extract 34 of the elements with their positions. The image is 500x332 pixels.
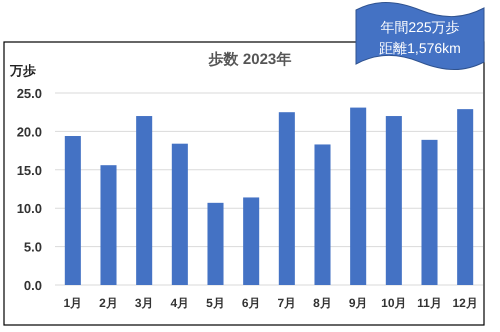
bar xyxy=(207,202,224,285)
bar xyxy=(100,165,117,285)
x-tick-label: 7月 xyxy=(277,296,296,310)
bar xyxy=(350,108,366,285)
y-tick-label: 25.0 xyxy=(16,86,42,101)
text: 距離1,576km xyxy=(379,40,461,56)
y-tick-label: 5.0 xyxy=(24,240,42,255)
y-tick-label: 20.0 xyxy=(16,124,42,140)
bar xyxy=(314,144,331,285)
x-tick-label: 6月 xyxy=(242,296,261,310)
bar xyxy=(243,197,260,285)
x-tick-label: 5月 xyxy=(206,296,225,310)
chart-title: 歩数 2023年 xyxy=(208,51,292,68)
y-tick-label: 15.0 xyxy=(16,162,42,178)
bar xyxy=(278,112,295,285)
bar xyxy=(136,116,152,285)
y-tick-label: 0.0 xyxy=(24,278,42,293)
y-axis-title: 万歩 xyxy=(9,63,36,78)
x-tick-label: 4月 xyxy=(170,296,190,310)
y-tick-label: 10.0 xyxy=(16,201,42,216)
text: 年間225万歩 xyxy=(380,19,460,35)
x-tick-label: 12月 xyxy=(452,296,478,310)
x-tick-label: 3月 xyxy=(134,296,154,310)
bar xyxy=(457,109,474,285)
bar xyxy=(64,136,81,285)
x-tick-label: 2月 xyxy=(99,296,118,310)
x-tick-label: 1月 xyxy=(63,296,82,310)
bar xyxy=(172,144,188,285)
x-tick-label: 10月 xyxy=(381,296,407,310)
x-tick-label: 8月 xyxy=(313,296,332,310)
bar xyxy=(386,116,402,285)
x-tick-label: 11月 xyxy=(417,296,442,310)
bar xyxy=(421,140,438,285)
x-tick-label: 9月 xyxy=(348,296,368,310)
